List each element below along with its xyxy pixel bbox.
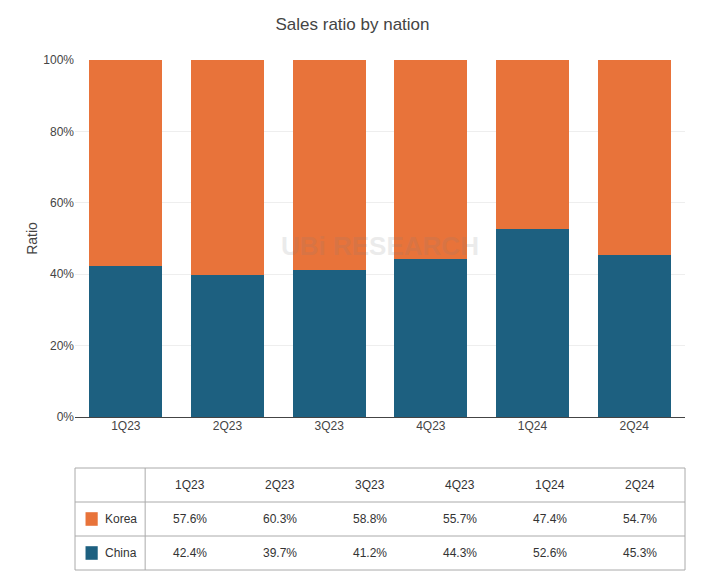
svg-text:2Q24: 2Q24	[619, 419, 649, 433]
svg-text:Korea: Korea	[105, 512, 137, 526]
svg-text:44.3%: 44.3%	[443, 546, 477, 560]
svg-text:2Q24: 2Q24	[625, 478, 655, 492]
svg-text:54.7%: 54.7%	[623, 512, 657, 526]
svg-text:52.6%: 52.6%	[533, 546, 567, 560]
svg-text:20%: 20%	[50, 339, 74, 353]
svg-text:1Q23: 1Q23	[111, 419, 141, 433]
svg-text:3Q23: 3Q23	[355, 478, 385, 492]
svg-text:2Q23: 2Q23	[265, 478, 295, 492]
svg-text:57.6%: 57.6%	[173, 512, 207, 526]
svg-text:2Q23: 2Q23	[213, 419, 243, 433]
svg-text:Ratio: Ratio	[24, 222, 40, 255]
svg-text:3Q23: 3Q23	[314, 419, 344, 433]
svg-text:4Q23: 4Q23	[416, 419, 446, 433]
svg-text:55.7%: 55.7%	[443, 512, 477, 526]
svg-text:47.4%: 47.4%	[533, 512, 567, 526]
svg-text:Sales ratio by nation: Sales ratio by nation	[275, 15, 429, 34]
svg-text:China: China	[105, 546, 137, 560]
svg-text:58.8%: 58.8%	[353, 512, 387, 526]
svg-text:41.2%: 41.2%	[353, 546, 387, 560]
svg-text:100%: 100%	[43, 53, 74, 67]
svg-text:80%: 80%	[50, 125, 74, 139]
svg-text:UBi RESEARCH: UBi RESEARCH	[281, 231, 479, 261]
svg-text:42.4%: 42.4%	[173, 546, 207, 560]
svg-text:45.3%: 45.3%	[623, 546, 657, 560]
svg-text:0%: 0%	[57, 410, 75, 424]
svg-text:1Q24: 1Q24	[535, 478, 565, 492]
svg-text:60.3%: 60.3%	[263, 512, 297, 526]
svg-text:60%: 60%	[50, 196, 74, 210]
svg-text:1Q24: 1Q24	[518, 419, 548, 433]
svg-text:39.7%: 39.7%	[263, 546, 297, 560]
svg-text:40%: 40%	[50, 267, 74, 281]
svg-text:4Q23: 4Q23	[445, 478, 475, 492]
svg-text:1Q23: 1Q23	[175, 478, 205, 492]
